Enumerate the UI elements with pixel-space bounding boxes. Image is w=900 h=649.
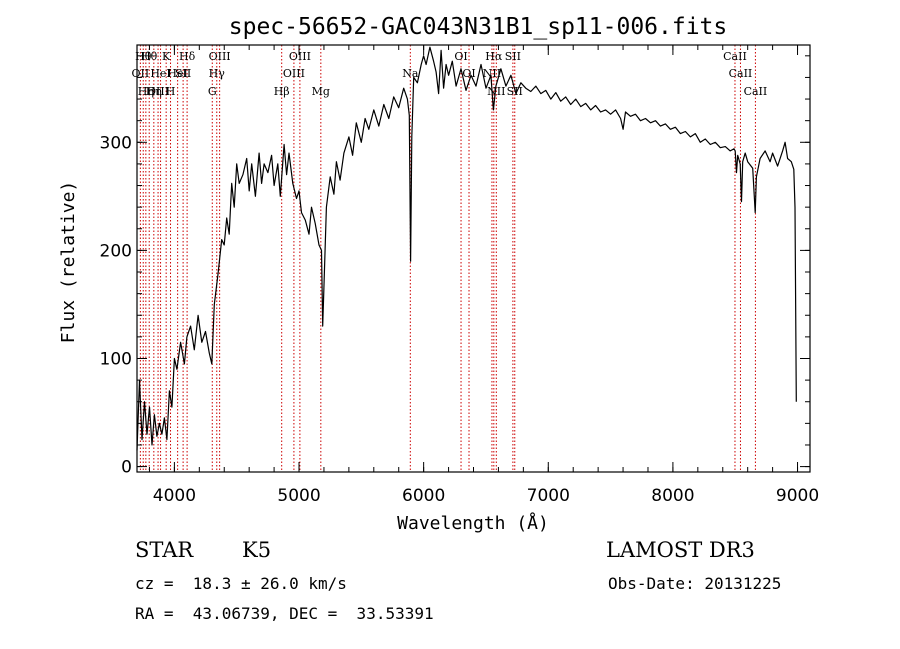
plot-frame [136, 44, 811, 473]
spectral-line-label: K [162, 50, 171, 63]
spectral-line-label: HeI [167, 67, 187, 80]
coordinates: RA = 43.06739, DEC = 33.53391 [135, 604, 434, 623]
spectral-line-label: OIII [289, 50, 311, 63]
x-tick-label: 6000 [402, 486, 445, 506]
spectral-line-label: OIII [283, 67, 305, 80]
spectral-line-label: SII [505, 50, 521, 63]
x-tick-label: 9000 [776, 486, 819, 506]
y-tick-label: 100 [100, 349, 132, 369]
y-tick-label: 0 [121, 458, 132, 478]
y-axis-label: Flux (relative) [58, 181, 79, 344]
spectral-line-label: OIII [147, 85, 169, 98]
spectral-line-label: Mg [312, 85, 330, 98]
spectral-line-label: SII [175, 67, 191, 80]
spectral-line-label: Hα [485, 50, 503, 63]
spectral-line-label: OII [132, 67, 150, 80]
spectral-line-label: OIII [209, 50, 231, 63]
spectral-line-label: NII [483, 67, 501, 80]
spectral-line-label: CaII [723, 50, 747, 63]
flux-series-line [136, 46, 797, 451]
x-tick-label: 8000 [651, 486, 694, 506]
spectral-line-label: Hθ [135, 50, 152, 63]
object-class: STAR [135, 538, 194, 562]
survey-name: LAMOST DR3 [606, 538, 755, 562]
spectral-line-label: G [208, 85, 217, 98]
object-subclass: K5 [242, 538, 272, 562]
y-tick-label: 200 [100, 241, 132, 261]
spectral-line-label: OI [462, 67, 475, 80]
spectral-line-label: CaII [744, 85, 768, 98]
observation-date: Obs-Date: 20131225 [608, 574, 782, 593]
spectral-line-label: Hθ [141, 50, 158, 63]
x-tick-label: 7000 [527, 486, 570, 506]
x-tick-label: 5000 [277, 486, 320, 506]
redshift-velocity: cz = 18.3 ± 26.0 km/s [135, 574, 347, 593]
spectral-line-label: Hβ [274, 85, 290, 98]
spectral-line-label: OI [454, 50, 467, 63]
x-tick-label: 4000 [153, 486, 196, 506]
axis-ticks [137, 45, 810, 472]
spectral-line-label: HeI [150, 67, 170, 80]
chart-title: spec-56652-GAC043N31B1_sp11-006.fits [229, 14, 728, 40]
x-tick-labels: 4000 5000 6000 7000 8000 9000 [153, 486, 819, 506]
y-tick-labels: 0 100 200 300 [100, 133, 132, 477]
spectral-line-label: Hγ [209, 67, 226, 80]
spectral-line-markers [139, 45, 756, 472]
spectral-line-label: Hη [138, 85, 154, 98]
y-tick-label: 300 [100, 133, 132, 153]
x-axis-label: Wavelength (Å) [397, 512, 549, 534]
spectral-line-label: Hη [146, 85, 162, 98]
spectral-line-label: CaII [729, 67, 753, 80]
spectral-line-label: Hδ [179, 50, 196, 63]
spectral-line-label: Na [402, 67, 419, 80]
spectral-line-label: H [166, 85, 176, 98]
